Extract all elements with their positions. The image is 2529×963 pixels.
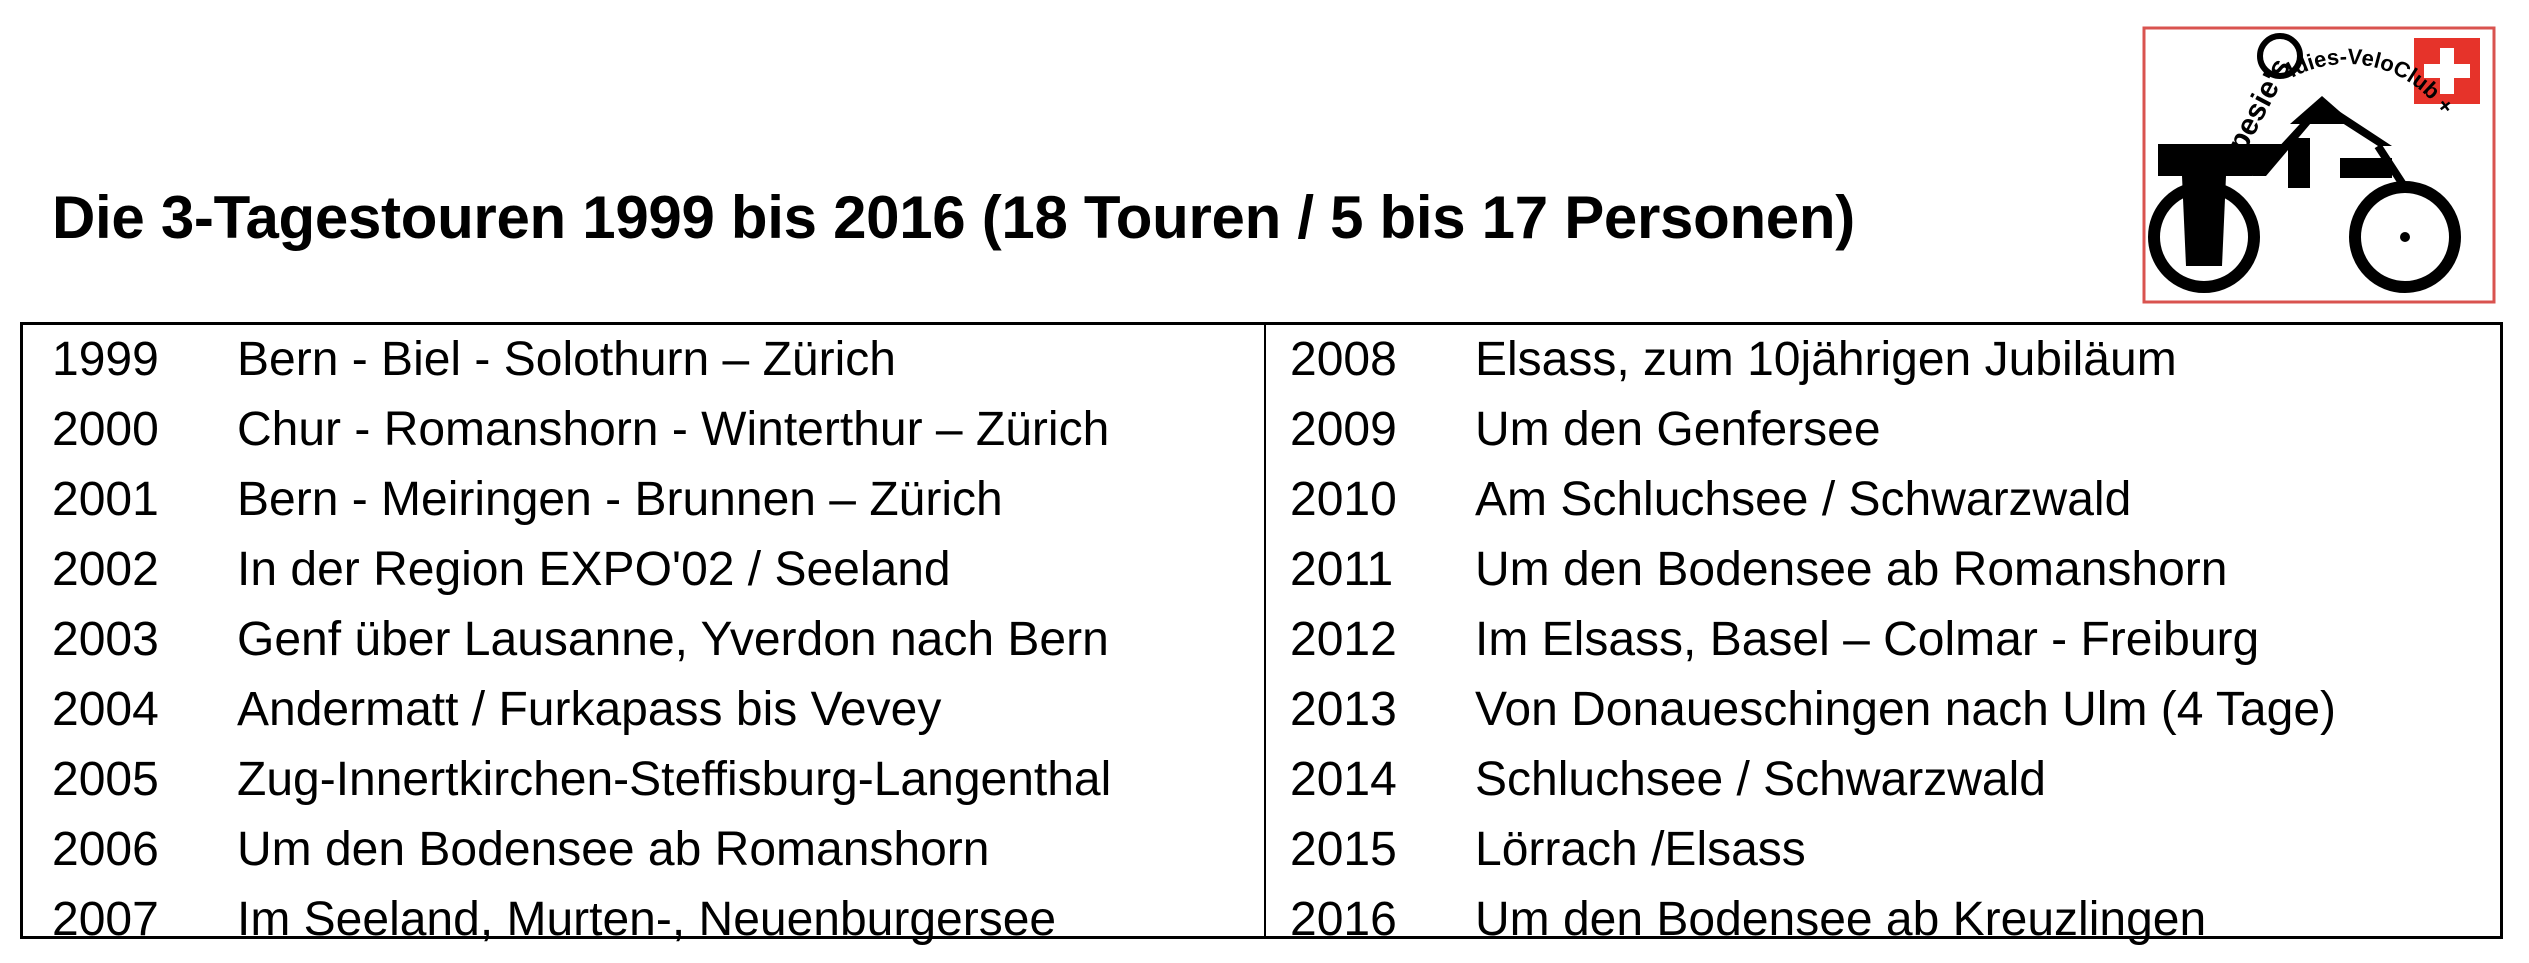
tour-description: Zug-Innertkirchen-Steffisburg-Langenthal	[237, 753, 1112, 806]
tour-description: Bern - Meiringen - Brunnen – Zürich	[237, 473, 1003, 526]
tour-description: Lörrach /Elsass	[1475, 823, 1806, 876]
tour-year: 2011	[1290, 543, 1394, 596]
tour-description: Im Seeland, Murten-, Neuenburgersee	[237, 893, 1057, 946]
tour-year: 2005	[52, 753, 159, 806]
tour-description: Elsass, zum 10jährigen Jubiläum	[1475, 333, 2177, 386]
tour-description: Im Elsass, Basel – Colmar - Freiburg	[1475, 613, 2260, 666]
club-logo: pesie's ldies-VeloClub +	[2142, 26, 2496, 304]
tour-description: Um den Bodensee ab Romanshorn	[237, 823, 990, 876]
tour-description: Chur - Romanshorn - Winterthur – Zürich	[237, 403, 1110, 456]
tour-year: 2014	[1290, 753, 1397, 806]
tour-year: 2001	[52, 473, 159, 526]
tour-year: 2013	[1290, 683, 1397, 736]
tour-year: 2008	[1290, 333, 1397, 386]
tour-description: Genf über Lausanne, Yverdon nach Bern	[237, 613, 1109, 666]
tour-year: 2003	[52, 613, 159, 666]
tour-description: Andermatt / Furkapass bis Vevey	[237, 683, 942, 736]
tour-year: 2006	[52, 823, 159, 876]
tour-year: 2016	[1290, 893, 1397, 946]
swiss-flag-icon	[2414, 38, 2480, 104]
tour-description: Um den Bodensee ab Kreuzlingen	[1475, 893, 2207, 946]
page-title: Die 3-Tagestouren 1999 bis 2016 (18 Tour…	[52, 184, 1855, 251]
tour-year: 2015	[1290, 823, 1397, 876]
column-divider	[1264, 325, 1266, 936]
tour-description: Um den Bodensee ab Romanshorn	[1475, 543, 2228, 596]
tour-description: In der Region EXPO'02 / Seeland	[237, 543, 951, 596]
tour-description: Um den Genfersee	[1475, 403, 1881, 456]
tour-year: 2009	[1290, 403, 1397, 456]
tour-year: 2012	[1290, 613, 1397, 666]
tour-year: 2004	[52, 683, 159, 736]
tour-year: 2007	[52, 893, 159, 946]
tours-table: 1999 Bern - Biel - Solothurn – Zürich 200…	[20, 322, 2503, 946]
tour-description: Schluchsee / Schwarzwald	[1475, 753, 2046, 806]
tour-year: 2000	[52, 403, 159, 456]
tour-description: Von Donaueschingen nach Ulm (4 Tage)	[1475, 683, 2336, 736]
tour-year: 2002	[52, 543, 159, 596]
tour-description: Am Schluchsee / Schwarzwald	[1475, 473, 2132, 526]
tour-year: 1999	[52, 333, 159, 386]
tour-description: Bern - Biel - Solothurn – Zürich	[237, 333, 896, 386]
tour-year: 2010	[1290, 473, 1397, 526]
